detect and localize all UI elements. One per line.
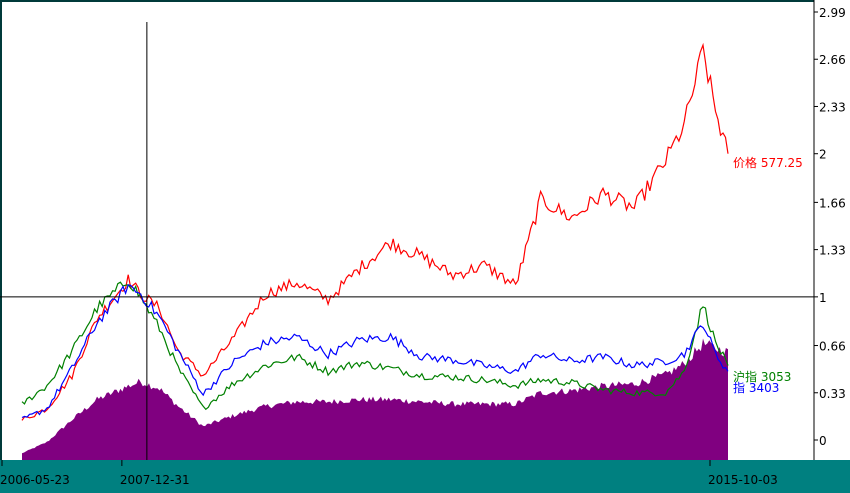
volume-area (22, 338, 728, 460)
y-tick-label: 0.33 (819, 387, 846, 401)
y-tick-label: 1 (819, 291, 827, 305)
y-tick-label: 2.66 (819, 53, 846, 67)
y-tick-label: 1.33 (819, 244, 846, 258)
series-line-sh (21, 281, 729, 411)
x-tick-label: 2015-10-03 (708, 473, 778, 487)
crosshair-group (0, 22, 814, 460)
x-axis-group: 2006-05-23 2007-12-31 2015-10-03 (0, 460, 778, 487)
right-axis-panel (814, 0, 850, 460)
y-tick-label: 1.66 (819, 196, 846, 210)
series-label-price: 价格 577.25 (733, 155, 803, 170)
series-line-price (21, 42, 729, 421)
series-label-other: 指 3403 (733, 380, 779, 395)
y-tick-label: 2 (819, 148, 827, 162)
volume-area-group (22, 338, 728, 460)
x-tick-label: 2006-05-23 (0, 473, 70, 487)
y-tick-label: 0 (819, 434, 827, 448)
y-axis-group: 2.99 2.66 2.33 2 1.66 1.33 1 0.66 0.33 0 (814, 6, 846, 448)
bottom-axis-band (0, 460, 850, 493)
x-tick-label: 2007-12-31 (120, 473, 190, 487)
y-tick-label: 2.99 (819, 6, 846, 20)
y-tick-label: 2.33 (819, 100, 846, 114)
series-group (21, 42, 729, 421)
series-line-other (21, 284, 729, 419)
y-tick-label: 0.66 (819, 340, 846, 354)
series-label-sh: 沪指 3053 (733, 369, 791, 384)
